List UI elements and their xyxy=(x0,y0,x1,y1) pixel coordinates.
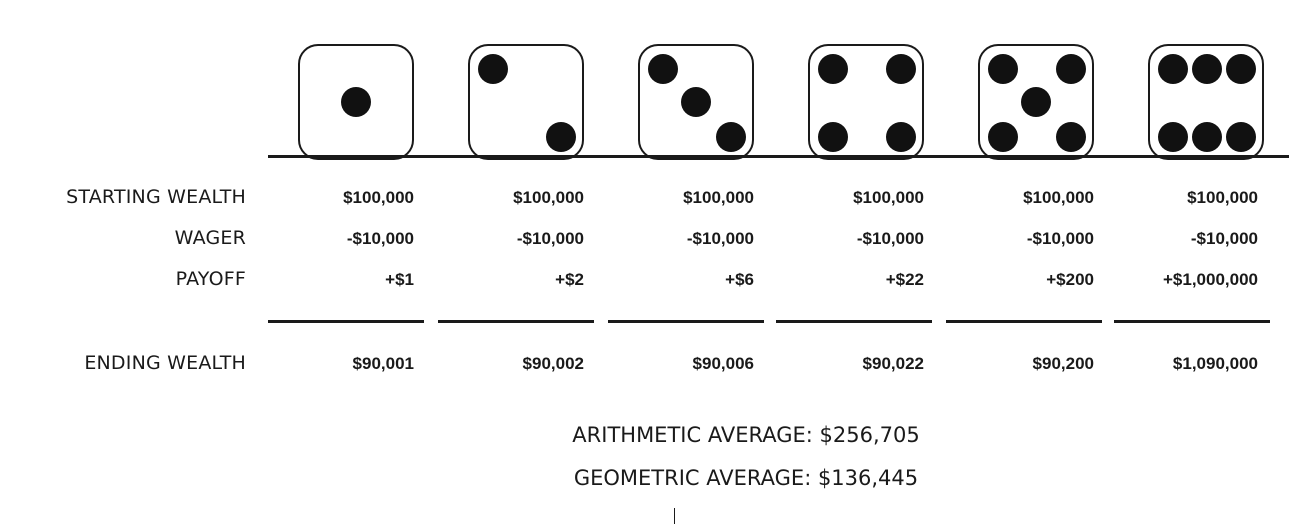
die-pip xyxy=(1226,54,1256,84)
starting-wealth-value: $100,000 xyxy=(1023,188,1094,207)
die-pip xyxy=(1192,122,1222,152)
ending-wealth-label: ENDING WEALTH xyxy=(84,352,246,374)
wager-value: -$10,000 xyxy=(346,229,414,248)
ending-wealth-value: $1,090,000 xyxy=(1172,354,1258,373)
die-pip xyxy=(648,54,678,84)
die-pip xyxy=(1021,87,1051,117)
die-pip xyxy=(1158,122,1188,152)
payoff-label: PAYOFF xyxy=(175,268,246,290)
ending-wealth-value: $90,200 xyxy=(1032,354,1094,373)
wager-value: -$10,000 xyxy=(856,229,924,248)
starting-wealth-value: $100,000 xyxy=(853,188,924,207)
sum-rule xyxy=(776,320,932,323)
wager-value: -$10,000 xyxy=(686,229,754,248)
die-5 xyxy=(978,44,1094,160)
starting-wealth-value: $100,000 xyxy=(683,188,754,207)
die-pip xyxy=(478,54,508,84)
sum-rule xyxy=(946,320,1102,323)
arithmetic-average: ARITHMETIC AVERAGE: $256,705 xyxy=(572,423,920,447)
payoff-value: +$6 xyxy=(725,270,754,289)
payoff-value: +$2 xyxy=(555,270,584,289)
payoff-value: +$1 xyxy=(385,270,414,289)
die-pip xyxy=(1192,54,1222,84)
die-pip xyxy=(1226,122,1256,152)
die-pip xyxy=(546,122,576,152)
starting-wealth-value: $100,000 xyxy=(343,188,414,207)
die-4 xyxy=(808,44,924,160)
die-pip xyxy=(681,87,711,117)
wager-label: WAGER xyxy=(174,227,246,249)
ending-wealth-value: $90,022 xyxy=(862,354,924,373)
die-pip xyxy=(818,122,848,152)
die-pip xyxy=(886,54,916,84)
payoff-value: +$1,000,000 xyxy=(1162,270,1258,289)
wager-value: -$10,000 xyxy=(516,229,584,248)
ending-wealth-value: $90,002 xyxy=(522,354,584,373)
dice-baseline xyxy=(268,155,1289,158)
die-pip xyxy=(988,122,1018,152)
sum-rule xyxy=(608,320,764,323)
die-1 xyxy=(298,44,414,160)
die-pip xyxy=(1158,54,1188,84)
die-6 xyxy=(1148,44,1264,160)
die-2 xyxy=(468,44,584,160)
bottom-tick-mark xyxy=(674,508,675,524)
sum-rule xyxy=(1114,320,1270,323)
sum-rule xyxy=(438,320,594,323)
die-pip xyxy=(886,122,916,152)
ending-wealth-value: $90,006 xyxy=(692,354,754,373)
die-pip xyxy=(1056,122,1086,152)
ending-wealth-value: $90,001 xyxy=(352,354,414,373)
wager-value: -$10,000 xyxy=(1190,229,1258,248)
die-pip xyxy=(818,54,848,84)
die-pip xyxy=(341,87,371,117)
die-pip xyxy=(988,54,1018,84)
payoff-value: +$200 xyxy=(1046,270,1094,289)
sum-rule xyxy=(268,320,424,323)
wager-value: -$10,000 xyxy=(1026,229,1094,248)
die-pip xyxy=(716,122,746,152)
die-3 xyxy=(638,44,754,160)
starting-wealth-value: $100,000 xyxy=(1187,188,1258,207)
starting-wealth-label: STARTING WEALTH xyxy=(66,186,246,208)
starting-wealth-value: $100,000 xyxy=(513,188,584,207)
die-pip xyxy=(1056,54,1086,84)
geometric-average: GEOMETRIC AVERAGE: $136,445 xyxy=(573,466,919,490)
payoff-value: +$22 xyxy=(885,270,924,289)
